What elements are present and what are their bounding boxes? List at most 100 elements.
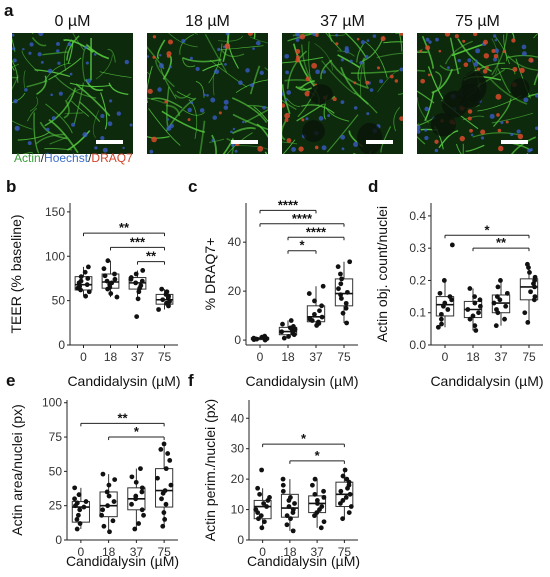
actin-fiber — [325, 33, 342, 51]
data-point — [110, 518, 116, 524]
nucleus-dot — [190, 101, 194, 105]
data-point — [445, 307, 451, 312]
nucleus-dot — [318, 116, 324, 121]
draq7-dot — [444, 33, 451, 37]
draq7-dot — [166, 51, 172, 57]
data-point — [112, 271, 117, 277]
significance-label: **** — [306, 224, 327, 239]
draq7-dot — [389, 74, 394, 79]
draq7-dot — [304, 90, 311, 97]
draq7-dot — [497, 128, 502, 133]
data-point — [163, 501, 169, 507]
data-point — [347, 259, 353, 265]
significance-label: * — [315, 448, 321, 463]
nucleus-dot — [424, 128, 428, 132]
x-tick-label: 75 — [157, 545, 171, 559]
data-point — [155, 475, 160, 481]
data-point — [259, 525, 265, 531]
data-point — [318, 525, 324, 531]
data-point — [101, 523, 107, 529]
draq7-dot — [314, 145, 319, 150]
data-point — [312, 311, 317, 317]
chart-b-teer: 0 50 100 150 0 18 37 75 Candidalysin (µM) TEER (%… — [8, 203, 181, 389]
data-point — [112, 477, 118, 483]
y-tick-label: 100 — [45, 249, 65, 263]
data-point — [522, 310, 528, 316]
nucleus-dot — [286, 90, 292, 95]
data-point — [161, 510, 167, 515]
y-axis-title: Actin area/nuclei (px) — [9, 404, 25, 536]
nucleus-dot — [473, 62, 479, 67]
nucleus-dot — [335, 33, 339, 37]
actin-fiber — [344, 33, 367, 58]
nucleus-dot — [86, 78, 92, 84]
actin-fiber — [360, 56, 367, 97]
actin-fiber — [511, 136, 537, 154]
data-point — [435, 324, 441, 330]
nucleus-dot — [56, 42, 60, 46]
draq7-dot — [482, 69, 488, 74]
data-point — [135, 296, 141, 302]
data-point — [114, 294, 120, 300]
y-tick-label: 20 — [228, 284, 242, 298]
nucleus-dot — [169, 65, 172, 69]
actin-fiber — [284, 79, 308, 82]
actin-fiber — [533, 72, 538, 86]
actin-fiber — [48, 118, 79, 154]
actin-fiber — [264, 151, 268, 154]
significance-label: **** — [292, 211, 313, 226]
actin-fiber — [168, 33, 198, 48]
data-point — [72, 496, 77, 502]
draq7-dot — [511, 38, 516, 43]
actin-fiber — [247, 104, 268, 109]
data-point — [437, 290, 443, 296]
nucleus-dot — [285, 70, 290, 75]
nucleus-dot — [417, 125, 421, 131]
stain-legend-part: Hoechst — [44, 151, 89, 165]
data-point — [342, 467, 348, 473]
x-axis-title: Candidalysin (µM) — [245, 373, 358, 389]
draq7-dot — [365, 80, 370, 85]
nucleus-dot — [359, 60, 363, 65]
nucleus-dot — [58, 91, 63, 96]
nucleus-dot — [353, 106, 358, 110]
x-tick-label: 18 — [281, 350, 295, 364]
actin-fiber — [202, 63, 223, 72]
significance-label: ** — [496, 235, 507, 250]
data-point — [258, 513, 264, 519]
data-point — [288, 318, 294, 323]
actin-fiber — [71, 100, 90, 117]
actin-fiber — [31, 37, 47, 47]
actin-fiber — [78, 101, 101, 123]
nucleus-dot — [158, 53, 162, 57]
data-point — [321, 494, 327, 500]
nucleus-dot — [51, 116, 56, 121]
nucleus-dot — [360, 40, 366, 45]
data-point — [160, 297, 166, 303]
data-point — [312, 298, 317, 304]
nucleus-dot — [494, 48, 500, 54]
actin-fiber — [328, 33, 333, 42]
data-point — [81, 504, 87, 510]
data-point — [286, 334, 291, 339]
nucleus-dot — [291, 147, 296, 152]
data-point — [290, 507, 296, 512]
data-point — [159, 496, 164, 502]
concentration-label: 0 µM — [55, 13, 91, 30]
data-point — [316, 319, 321, 325]
box — [334, 278, 354, 307]
draq7-dot — [152, 35, 157, 39]
nucleus-dot — [327, 114, 331, 118]
nucleus-dot — [353, 141, 359, 147]
box — [155, 468, 174, 508]
panel-letter-f: f — [188, 371, 194, 390]
data-point — [497, 297, 503, 303]
actin-fiber — [491, 38, 499, 75]
actin-fiber — [457, 38, 492, 73]
nucleus-dot — [37, 52, 42, 57]
significance-label: * — [301, 431, 307, 446]
data-point — [102, 273, 108, 279]
actin-fiber — [287, 33, 319, 42]
actin-fiber — [282, 120, 287, 141]
